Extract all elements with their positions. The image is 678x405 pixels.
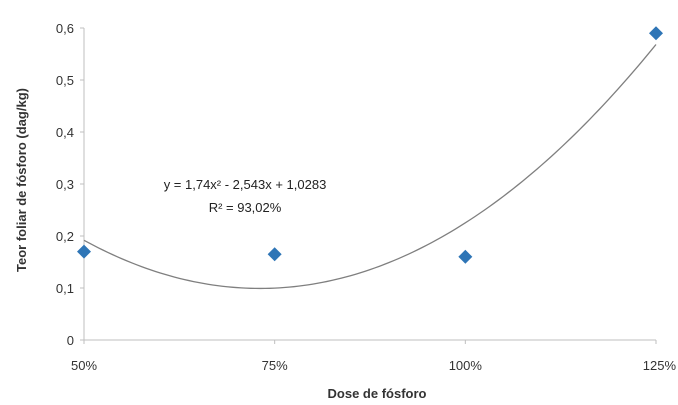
y-tick-label: 0,1 <box>56 281 74 296</box>
data-points <box>77 26 663 264</box>
x-tick-label: 50% <box>71 358 97 373</box>
data-point-diamond <box>267 247 282 262</box>
y-tick-labels: 0 0,1 0,2 0,3 0,4 0,5 0,6 <box>56 21 84 348</box>
y-tick-label: 0,6 <box>56 21 74 36</box>
x-tick-labels: 50% 75% 100% 125% <box>71 340 676 373</box>
trendline-r2: R² = 93,02% <box>209 200 282 215</box>
x-tick-label: 75% <box>262 358 288 373</box>
y-tick-label: 0,3 <box>56 177 74 192</box>
trendline <box>83 44 657 290</box>
y-tick-label: 0,5 <box>56 73 74 88</box>
x-tick-label: 100% <box>449 358 483 373</box>
y-tick-label: 0 <box>67 333 74 348</box>
x-axis-title: Dose de fósforo <box>328 386 427 401</box>
data-point-diamond <box>77 244 91 259</box>
data-point-diamond <box>649 26 663 41</box>
y-axis-title: Teor foliar de fósforo (dag/kg) <box>14 88 29 272</box>
y-tick-label: 0,2 <box>56 229 74 244</box>
y-tick-label: 0,4 <box>56 125 74 140</box>
x-tick-label: 125% <box>643 358 677 373</box>
data-point-diamond <box>458 249 473 264</box>
trendline-equation: y = 1,74x² - 2,543x + 1,0283 <box>164 177 327 192</box>
